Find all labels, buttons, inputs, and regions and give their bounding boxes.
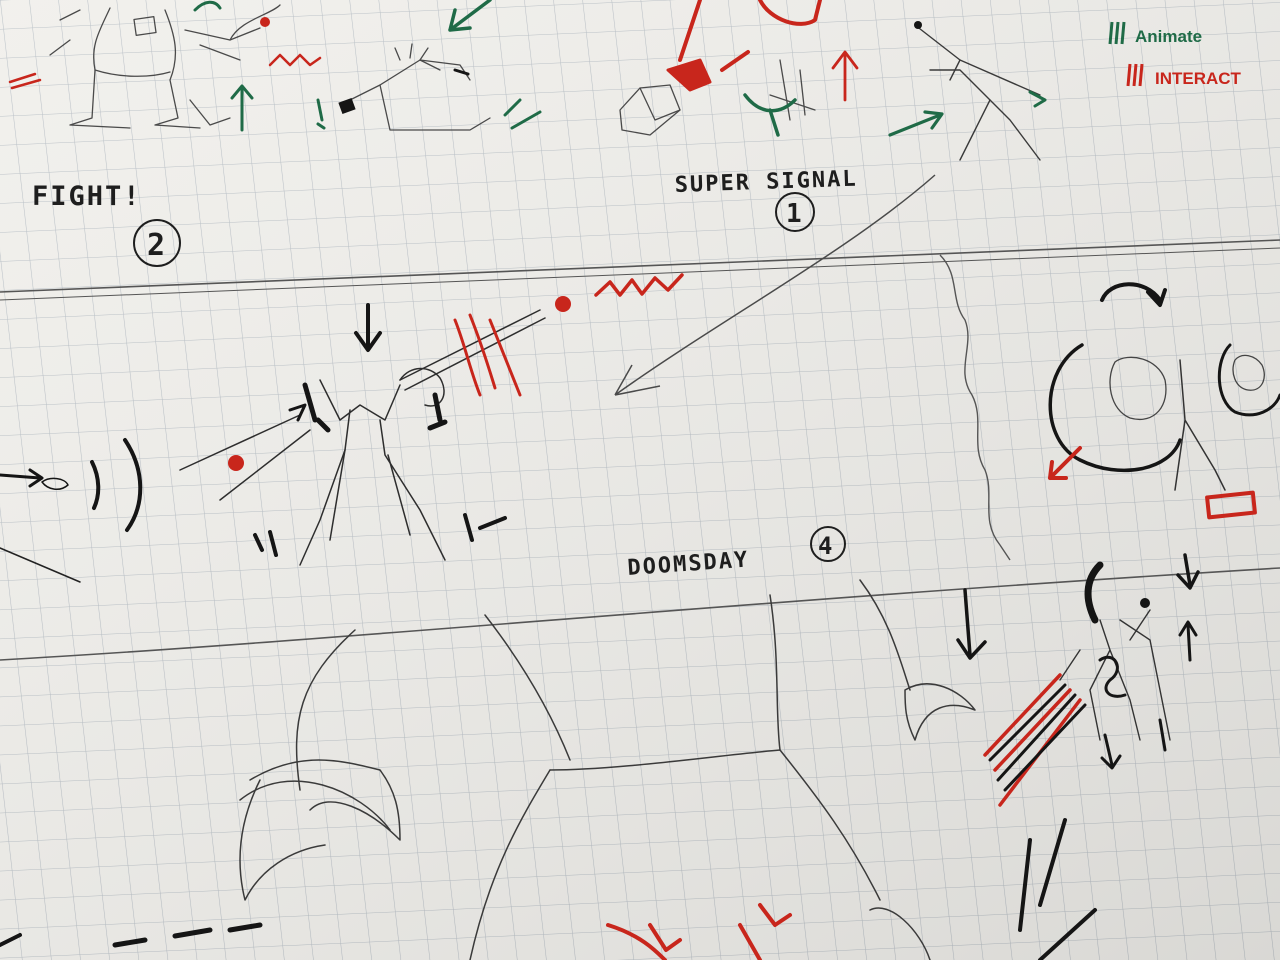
panel-number-circle-1 (775, 192, 815, 232)
legend-interact-swatch (1126, 63, 1144, 87)
doomsday-action-sketch (0, 273, 684, 583)
fight-panel-sketch (8, 0, 542, 132)
panel-label-fight: FIGHT! (32, 181, 142, 212)
doomsday-large-figure (239, 579, 976, 960)
panel-dividers (0, 239, 1280, 661)
right-panel-sketch (1048, 282, 1280, 520)
bottom-right-action-sketch (956, 553, 1200, 960)
panel-number-circle-4 (810, 526, 846, 562)
panel-number-4: 4 (818, 532, 834, 560)
panel-number-circle-2 (133, 219, 181, 267)
super-signal-panel-sketch (619, 0, 1047, 161)
bottom-markers (0, 903, 792, 960)
panel-number-2: 2 (147, 228, 167, 263)
legend: Animate INTERACT (1108, 21, 1242, 88)
legend-animate-swatch (1108, 21, 1126, 45)
transition-arrow (614, 174, 936, 396)
legend-animate-label: Animate (1135, 27, 1202, 46)
panel-number-1: 1 (786, 199, 804, 229)
legend-interact-label: INTERACT (1155, 69, 1242, 88)
